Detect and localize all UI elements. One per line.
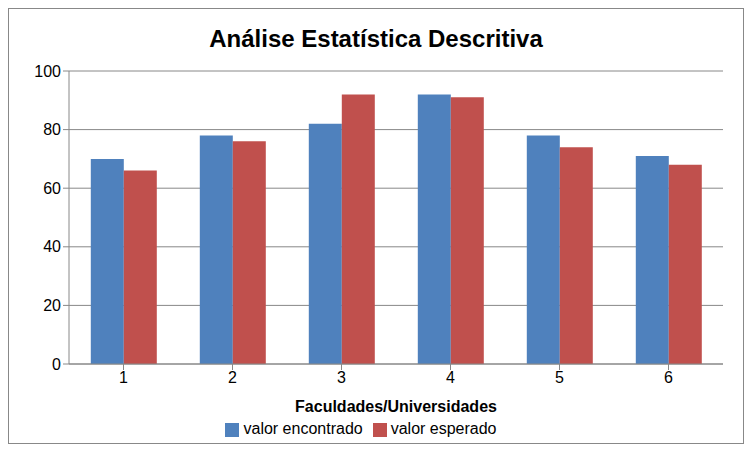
html-text:valor esperado: valor esperado xyxy=(390,420,497,437)
html-text:Análise Estatística Descritiva: Análise Estatística Descritiva xyxy=(209,25,543,52)
svg-text:2: 2 xyxy=(228,369,237,386)
svg-text:6: 6 xyxy=(664,369,673,386)
svg-text:Faculdades/Universidades: Faculdades/Universidades xyxy=(295,398,497,415)
svg-text:1: 1 xyxy=(119,369,128,386)
html-text:valor encontrado: valor encontrado xyxy=(243,420,363,437)
svg-text:80: 80 xyxy=(43,121,61,138)
svg-text:3: 3 xyxy=(337,369,346,386)
svg-text:0: 0 xyxy=(52,356,61,373)
svg-text:100: 100 xyxy=(34,63,61,80)
svg-text:40: 40 xyxy=(43,238,61,255)
svg-text:4: 4 xyxy=(446,369,455,386)
svg-text:60: 60 xyxy=(43,180,61,197)
svg-text:5: 5 xyxy=(555,369,564,386)
svg-text:20: 20 xyxy=(43,297,61,314)
